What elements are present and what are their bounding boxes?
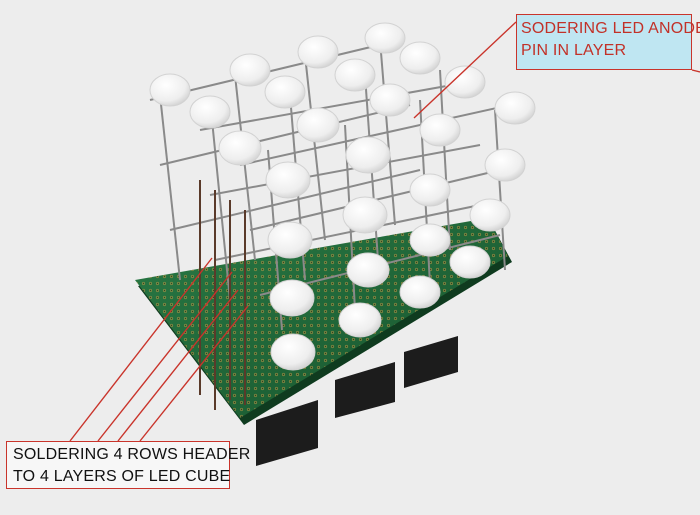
callout-top-line1: SODERING LED ANODE xyxy=(521,20,700,37)
callout-bottom-line1: SOLDERING 4 ROWS HEADER xyxy=(13,446,251,463)
pcb-board xyxy=(135,218,512,425)
callout-top-line2: PIN IN LAYER xyxy=(521,42,627,59)
female-headers xyxy=(256,336,458,466)
callout-header-soldering: SOLDERING 4 ROWS HEADER TO 4 LAYERS OF L… xyxy=(6,441,251,489)
callout-anode-soldering: SODERING LED ANODE PIN IN LAYER xyxy=(516,14,700,70)
callout-bottom-line2: TO 4 LAYERS OF LED CUBE xyxy=(13,468,231,485)
led-array xyxy=(149,22,536,371)
callout-pointers xyxy=(69,21,700,442)
